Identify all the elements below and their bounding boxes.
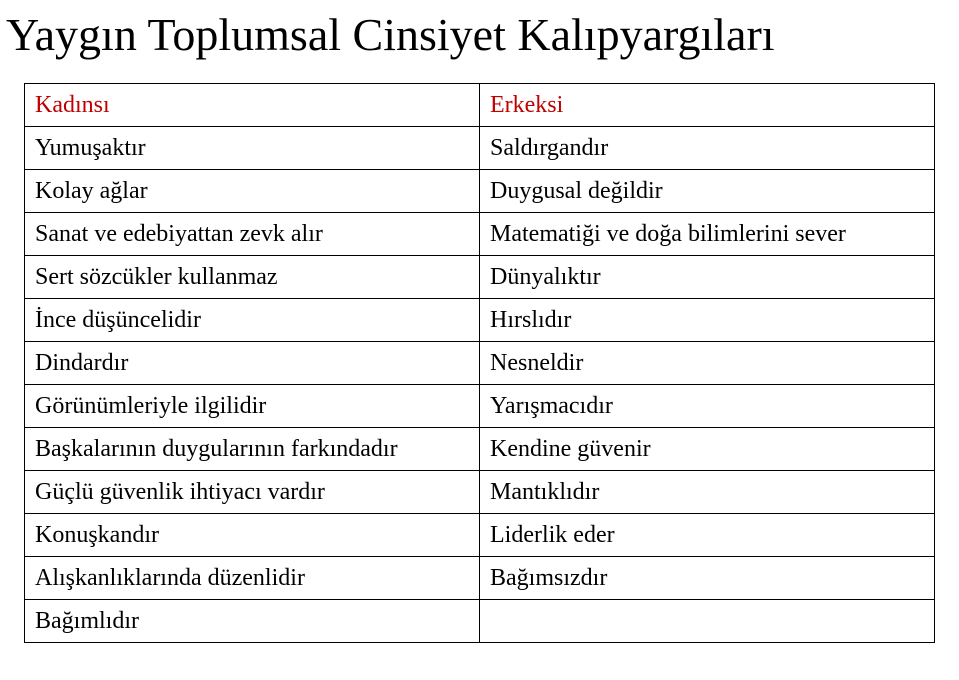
table-row: Görünümleriyle ilgilidir Yarışmacıdır [25, 385, 935, 428]
cell-feminine: Güçlü güvenlik ihtiyacı vardır [25, 471, 480, 514]
cell-masculine: Liderlik eder [480, 514, 935, 557]
cell-masculine: Nesneldir [480, 342, 935, 385]
cell-masculine: Kendine güvenir [480, 428, 935, 471]
table-row: İnce düşüncelidir Hırslıdır [25, 299, 935, 342]
column-header-feminine: Kadınsı [25, 84, 480, 127]
cell-masculine [480, 600, 935, 643]
cell-feminine: Başkalarının duygularının farkındadır [25, 428, 480, 471]
table-row: Konuşkandır Liderlik eder [25, 514, 935, 557]
cell-masculine: Dünyalıktır [480, 256, 935, 299]
cell-feminine: Görünümleriyle ilgilidir [25, 385, 480, 428]
cell-masculine: Bağımsızdır [480, 557, 935, 600]
table-row: Yumuşaktır Saldırgandır [25, 127, 935, 170]
cell-masculine: Saldırgandır [480, 127, 935, 170]
column-header-masculine: Erkeksi [480, 84, 935, 127]
cell-feminine: Dindardır [25, 342, 480, 385]
table-row: Dindardır Nesneldir [25, 342, 935, 385]
cell-feminine: Sert sözcükler kullanmaz [25, 256, 480, 299]
table-row: Kolay ağlar Duygusal değildir [25, 170, 935, 213]
cell-feminine: Alışkanlıklarında düzenlidir [25, 557, 480, 600]
table-header-row: Kadınsı Erkeksi [25, 84, 935, 127]
cell-masculine: Mantıklıdır [480, 471, 935, 514]
table-row: Sanat ve edebiyattan zevk alır Matematiğ… [25, 213, 935, 256]
cell-feminine: Sanat ve edebiyattan zevk alır [25, 213, 480, 256]
table-row: Alışkanlıklarında düzenlidir Bağımsızdır [25, 557, 935, 600]
table-row: Güçlü güvenlik ihtiyacı vardır Mantıklıd… [25, 471, 935, 514]
slide-title: Yaygın Toplumsal Cinsiyet Kalıpyargıları [0, 0, 959, 83]
table-row: Başkalarının duygularının farkındadır Ke… [25, 428, 935, 471]
cell-masculine: Hırslıdır [480, 299, 935, 342]
table-row: Bağımlıdır [25, 600, 935, 643]
slide: Yaygın Toplumsal Cinsiyet Kalıpyargıları… [0, 0, 959, 680]
cell-feminine: Bağımlıdır [25, 600, 480, 643]
cell-feminine: Kolay ağlar [25, 170, 480, 213]
cell-masculine: Yarışmacıdır [480, 385, 935, 428]
table-row: Sert sözcükler kullanmaz Dünyalıktır [25, 256, 935, 299]
table-container: Kadınsı Erkeksi Yumuşaktır Saldırgandır … [0, 83, 959, 643]
cell-feminine: İnce düşüncelidir [25, 299, 480, 342]
cell-masculine: Matematiği ve doğa bilimlerini sever [480, 213, 935, 256]
cell-feminine: Konuşkandır [25, 514, 480, 557]
cell-feminine: Yumuşaktır [25, 127, 480, 170]
cell-masculine: Duygusal değildir [480, 170, 935, 213]
stereotypes-table: Kadınsı Erkeksi Yumuşaktır Saldırgandır … [24, 83, 935, 643]
